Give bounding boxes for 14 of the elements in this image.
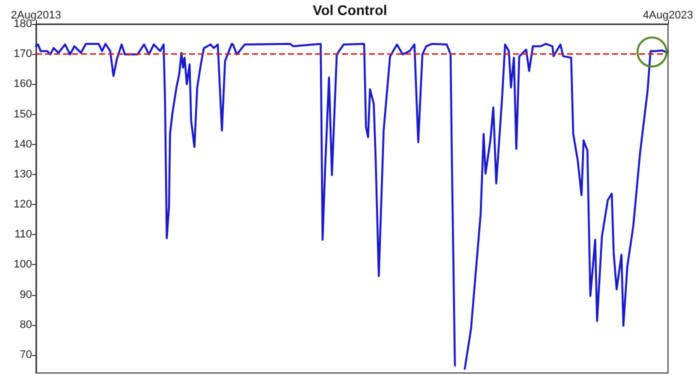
x-tick-label: 2Aug2013 xyxy=(10,10,62,22)
y-tick-label: 150 xyxy=(14,108,32,120)
y-tick-label: 120 xyxy=(14,198,32,211)
x-tick-label: 4Aug2023 xyxy=(642,10,694,22)
chart-title: Vol Control xyxy=(312,2,388,18)
y-tick-label: 140 xyxy=(14,138,32,150)
y-tick-label: 110 xyxy=(14,228,32,241)
y-tick-label: 80 xyxy=(20,318,32,331)
y-tick-label: 100 xyxy=(14,258,32,271)
y-tick-label: 130 xyxy=(14,168,32,180)
y-tick-label: 170 xyxy=(14,48,32,60)
y-tick-label: 90 xyxy=(20,288,32,301)
y-tick-label: 70 xyxy=(20,348,32,361)
y-tick-label: 160 xyxy=(14,78,32,90)
